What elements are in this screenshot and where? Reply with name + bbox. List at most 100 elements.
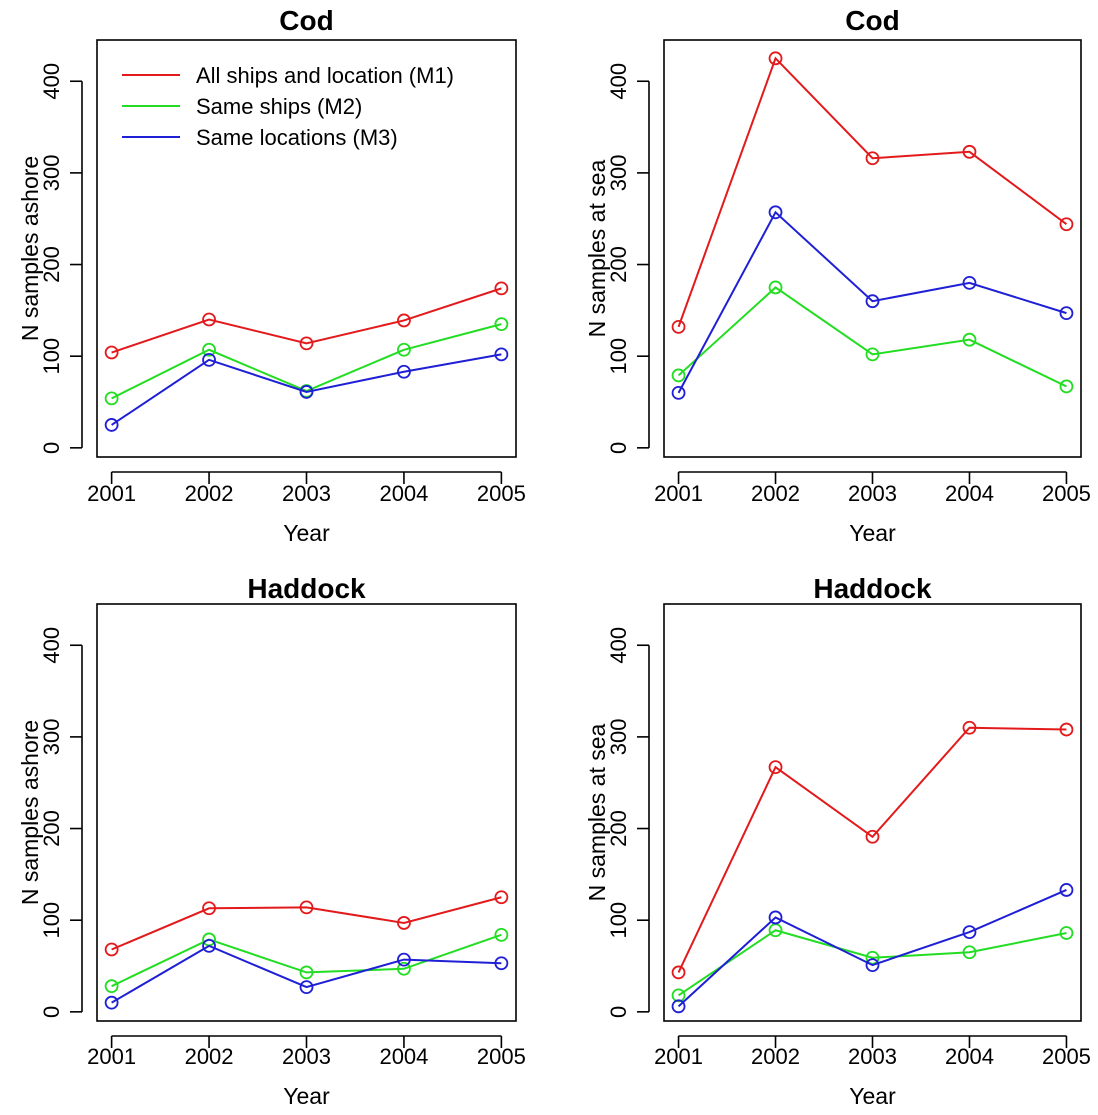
legend: All ships and location (M1) Same ships (M…	[122, 63, 454, 150]
x-tick-label: 2002	[751, 1044, 800, 1069]
x-tick-label: 2001	[654, 1044, 703, 1069]
data-point	[671, 999, 686, 1014]
data-point	[768, 280, 783, 295]
x-tick-label: 2003	[848, 1044, 897, 1069]
series-line	[677, 726, 1067, 973]
data-point	[865, 347, 880, 362]
data-point	[865, 151, 880, 166]
y-tick-label: 0	[39, 442, 64, 454]
y-tick-label: 300	[606, 719, 631, 756]
x-tick-label: 2001	[87, 481, 136, 506]
data-point	[104, 345, 119, 360]
y-tick-label: 300	[39, 155, 64, 192]
plot-frame	[96, 603, 517, 1022]
data-point	[202, 312, 216, 327]
data-point	[1059, 306, 1074, 321]
x-axis-label: Year	[849, 1083, 896, 1109]
y-tick-label: 0	[39, 1006, 64, 1018]
y-tick-label: 400	[39, 627, 64, 664]
y-tick-label: 200	[606, 246, 631, 283]
data-point	[768, 51, 783, 66]
series-line	[111, 353, 502, 426]
series-m1	[104, 890, 509, 957]
x-axis-label: Year	[283, 1083, 330, 1109]
data-point	[671, 368, 686, 383]
y-tick-label: 100	[606, 338, 631, 375]
series-line	[111, 896, 502, 951]
y-tick-label: 0	[606, 442, 631, 454]
data-point	[299, 900, 314, 915]
data-point	[768, 760, 783, 775]
y-axis-label: N samples ashore	[17, 156, 43, 341]
data-point	[962, 945, 977, 960]
x-tick-label: 2004	[945, 481, 994, 506]
data-point	[202, 342, 216, 357]
series-m3	[104, 938, 509, 1010]
series-line	[677, 56, 1068, 328]
y-tick-label: 200	[39, 246, 64, 283]
x-tick-label: 2005	[477, 481, 526, 506]
series-m2	[104, 927, 509, 994]
x-tick-label: 2001	[87, 1044, 136, 1069]
data-point	[397, 952, 411, 967]
y-tick-label: 200	[606, 810, 631, 847]
series-m2	[671, 923, 1074, 1003]
chart-panel-2: Cod 2001 2002 2003 2004 2005 Year 0 100 200 300 400…	[584, 5, 1091, 546]
y-axis-label: N samples ashore	[17, 720, 43, 905]
y-tick-label: 0	[606, 1006, 631, 1018]
data-point	[494, 281, 509, 296]
y-tick-label: 400	[606, 627, 631, 664]
chart-title: Cod	[845, 5, 899, 36]
data-point	[1059, 722, 1074, 737]
data-point	[865, 294, 880, 309]
x-tick-label: 2003	[282, 1044, 331, 1069]
data-point	[104, 942, 119, 957]
series-m1	[671, 720, 1074, 980]
y-axis-label: N samples at sea	[584, 159, 610, 337]
data-point	[671, 385, 686, 400]
data-point	[104, 391, 119, 406]
chart-panel-1: Cod 2001 2002 2003 2004 2005 Year 0 100 200 300 400…	[17, 5, 526, 546]
x-tick-label: 2002	[185, 481, 234, 506]
chart-panel-4: Haddock 2001 2002 2003 2004 2005 Year 0 100 200 30…	[584, 573, 1091, 1109]
x-tick-label: 2005	[1042, 1044, 1091, 1069]
x-tick-label: 2004	[379, 1044, 428, 1069]
data-point	[202, 352, 216, 367]
y-tick-label: 100	[39, 902, 64, 939]
data-point	[865, 829, 880, 844]
x-tick-label: 2002	[185, 1044, 234, 1069]
data-point	[397, 916, 411, 930]
data-point	[962, 925, 977, 940]
data-point	[104, 995, 119, 1010]
data-point	[494, 317, 509, 332]
x-tick-label: 2003	[282, 481, 331, 506]
data-point	[962, 275, 977, 290]
chart-title: Haddock	[247, 573, 366, 604]
data-point	[494, 347, 509, 362]
data-point	[671, 319, 686, 334]
data-point	[865, 958, 880, 972]
data-point	[299, 980, 314, 994]
data-point	[962, 720, 977, 735]
data-point	[104, 979, 119, 994]
plot-frame	[663, 39, 1082, 458]
data-point	[299, 965, 314, 980]
data-point	[865, 950, 880, 965]
data-point	[202, 938, 216, 953]
chart-title: Haddock	[813, 573, 932, 604]
x-tick-label: 2004	[945, 1044, 994, 1069]
series-line	[111, 287, 502, 354]
plot-frame	[96, 39, 517, 458]
data-point	[768, 205, 783, 220]
y-tick-label: 300	[606, 155, 631, 192]
data-point	[299, 385, 314, 399]
series-line	[677, 889, 1067, 1008]
x-axis-label: Year	[283, 520, 330, 546]
data-point	[494, 956, 509, 971]
legend-label: Same ships (M2)	[196, 94, 362, 119]
data-point	[768, 910, 783, 925]
series-m3	[104, 347, 509, 432]
series-line	[677, 210, 1067, 394]
x-axis-label: Year	[849, 520, 896, 546]
